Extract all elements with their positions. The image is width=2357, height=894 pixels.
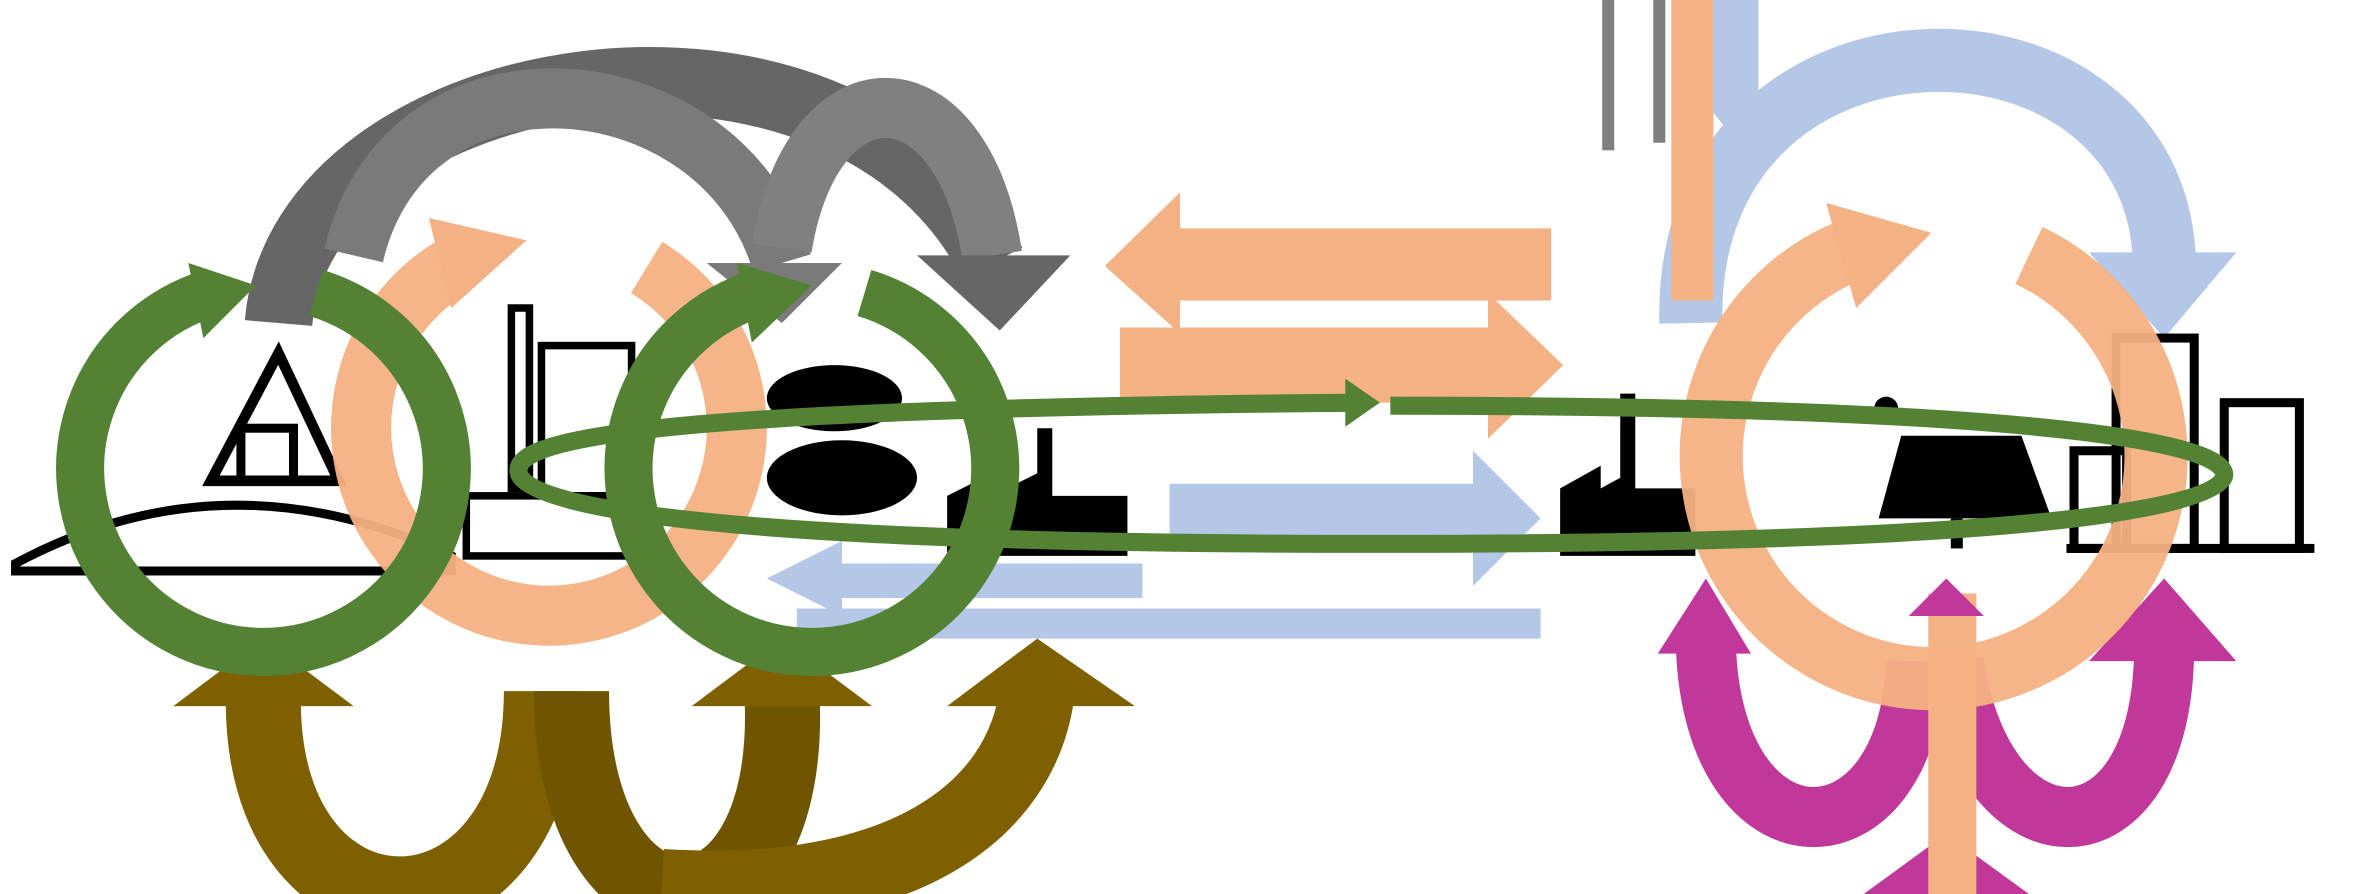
orange-arrow	[1119, 292, 1564, 439]
barn-door	[236, 423, 299, 486]
gray-line	[1653, 0, 1666, 143]
gray-arch	[324, 68, 811, 273]
brown-arch	[661, 685, 1075, 894]
gray-arch	[752, 78, 1022, 261]
solar-panel	[1878, 435, 2052, 519]
arrow-head	[188, 262, 256, 339]
arrow-head	[1826, 202, 1932, 309]
factory	[1560, 393, 1696, 556]
cow	[766, 440, 918, 516]
arrow-head	[2089, 578, 2237, 662]
brown-arches	[225, 685, 1075, 894]
orange-arrow	[1104, 192, 1552, 334]
blue-arrow	[1713, 0, 1782, 151]
orange-bar	[1928, 593, 1977, 894]
arrow-head	[1908, 578, 1984, 617]
building	[2219, 398, 2304, 553]
blue-arrow	[1169, 450, 1541, 586]
arrow-head	[2089, 252, 2237, 339]
blue-arch	[1659, 28, 2196, 324]
gray-arches	[244, 47, 1023, 328]
magenta-arch	[1675, 644, 1947, 848]
green-ellipse	[509, 393, 2234, 553]
orange-ring	[1679, 218, 2188, 711]
arrow-head	[917, 255, 1071, 331]
brown-arch	[225, 690, 579, 894]
ground	[2066, 543, 2315, 553]
gray-line	[1602, 0, 1615, 151]
green-ring	[56, 269, 471, 676]
arrow-head	[1345, 378, 1380, 427]
arrow-head	[1657, 578, 1751, 654]
arrow-head	[947, 638, 1135, 707]
brown-arch	[533, 689, 821, 894]
orange-bar	[1671, 0, 1714, 301]
arrow-head	[736, 262, 812, 343]
orange-ring	[331, 241, 767, 646]
barn	[202, 341, 347, 487]
arrow-head	[428, 217, 527, 309]
